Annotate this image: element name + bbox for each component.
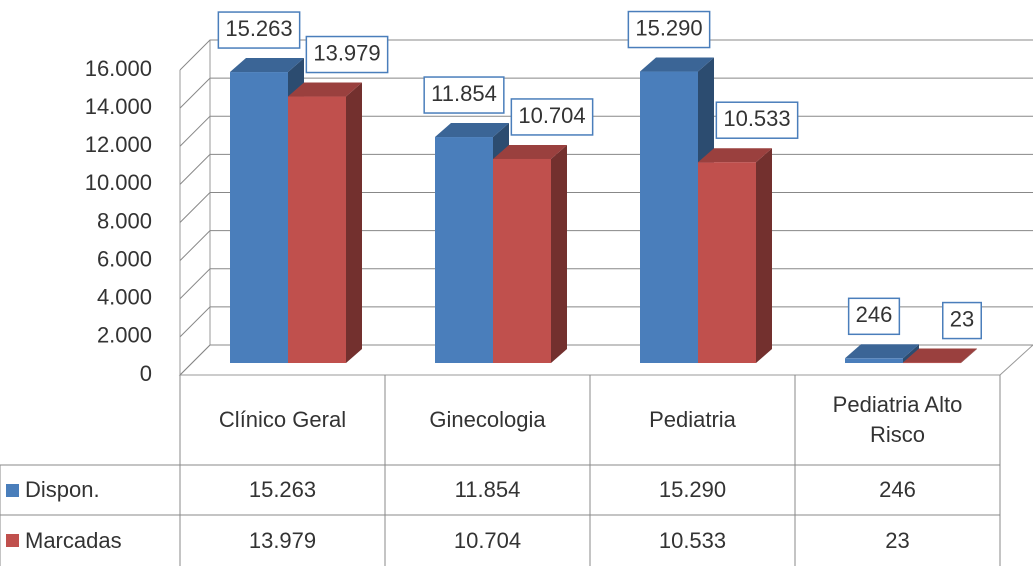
bar-3d: [640, 57, 714, 364]
x-tick-label-text: Pediatria: [649, 407, 736, 433]
x-tick-label-text: Clínico Geral: [218, 407, 347, 433]
bar-top: [288, 82, 362, 97]
x-tick-label-text: Pediatria Alto Risco: [832, 392, 963, 447]
legend-swatch: [6, 534, 19, 547]
data-label: 10.533: [723, 106, 790, 131]
bar: [230, 72, 288, 363]
data-label-box: [847, 297, 901, 336]
bar-top: [493, 144, 567, 159]
bar-3d: [493, 144, 567, 363]
bar: [640, 71, 698, 364]
bar: [493, 158, 551, 363]
legend-swatch: [6, 483, 19, 497]
legend-label: Marcadas: [25, 527, 122, 553]
table-value-text: 246: [879, 477, 916, 503]
y-tick-label: 4.000: [97, 285, 152, 310]
bar: [845, 358, 903, 363]
data-label-box: [423, 76, 505, 114]
table-value-text: 15.290: [658, 477, 727, 503]
y-tick-label: 2.000: [97, 323, 152, 348]
data-label-box: [305, 35, 389, 74]
bar: [903, 362, 961, 364]
table-value: 11.854: [385, 465, 590, 515]
bar-top: [698, 148, 772, 163]
bar-side: [961, 348, 977, 363]
table-value: 246: [795, 465, 1000, 515]
bar-top: [903, 348, 977, 363]
data-label-box: [715, 101, 799, 139]
table-value: 13.979: [180, 515, 385, 566]
bar-3d: [845, 344, 919, 363]
data-label-box: [942, 301, 982, 340]
bar-3d: [288, 82, 362, 363]
bar-side: [756, 148, 772, 363]
y-tick-label: 16.000: [85, 56, 152, 81]
data-label: 15.263: [225, 16, 292, 41]
y-tick-label: 0: [140, 361, 152, 386]
x-tick-label: Ginecologia: [385, 375, 590, 465]
x-tick-label: Pediatria: [590, 375, 795, 465]
bar-3d: [903, 348, 977, 364]
y-tick-label: 6.000: [97, 246, 152, 271]
table-value: 10.704: [385, 515, 590, 566]
table-value-text: 13.979: [248, 527, 317, 553]
data-label: 23: [950, 306, 974, 331]
bar-top: [435, 123, 509, 138]
y-tick-label: 12.000: [85, 132, 152, 157]
x-tick-label: Clínico Geral: [180, 375, 385, 465]
legend-label: Dispon.: [25, 477, 100, 503]
table-value-text: 11.854: [454, 477, 521, 503]
y-tick-label: 14.000: [85, 94, 152, 119]
table-value: 15.290: [590, 465, 795, 515]
x-tick-label: Pediatria Alto Risco: [795, 375, 1000, 465]
bar: [288, 96, 346, 363]
legend-item: Marcadas: [0, 515, 180, 566]
table-value-text: 10.533: [658, 527, 727, 553]
table-value: 15.263: [180, 465, 385, 515]
bar-3d: [698, 148, 772, 363]
bar: [698, 162, 756, 363]
grid-line: [179, 39, 1033, 71]
table-value: 23: [795, 515, 1000, 566]
data-label: 11.854: [431, 81, 497, 106]
data-label: 246: [856, 302, 893, 327]
bar-side: [551, 144, 567, 363]
grid-line: [179, 77, 1033, 109]
data-label-box: [627, 10, 711, 49]
data-label: 13.979: [313, 40, 380, 65]
data-label-box: [510, 98, 594, 136]
data-label: 15.290: [635, 15, 702, 40]
y-tick-label: 10.000: [85, 170, 152, 195]
legend-item: Dispon.: [0, 465, 180, 515]
table-value-text: 23: [885, 527, 910, 553]
y-tick-label: 8.000: [97, 208, 152, 233]
bar-top: [640, 57, 714, 72]
table-value-text: 15.263: [248, 477, 317, 503]
table-value-text: 10.704: [453, 527, 522, 553]
bar-side: [903, 344, 919, 363]
data-label-box: [217, 11, 301, 49]
bar-top: [845, 344, 919, 359]
table-value: 10.533: [590, 515, 795, 566]
bar-top: [230, 58, 304, 73]
bar-side: [346, 82, 362, 363]
bar: [435, 137, 493, 363]
data-label: 10.704: [518, 103, 585, 128]
x-tick-label-text: Ginecologia: [429, 407, 546, 433]
